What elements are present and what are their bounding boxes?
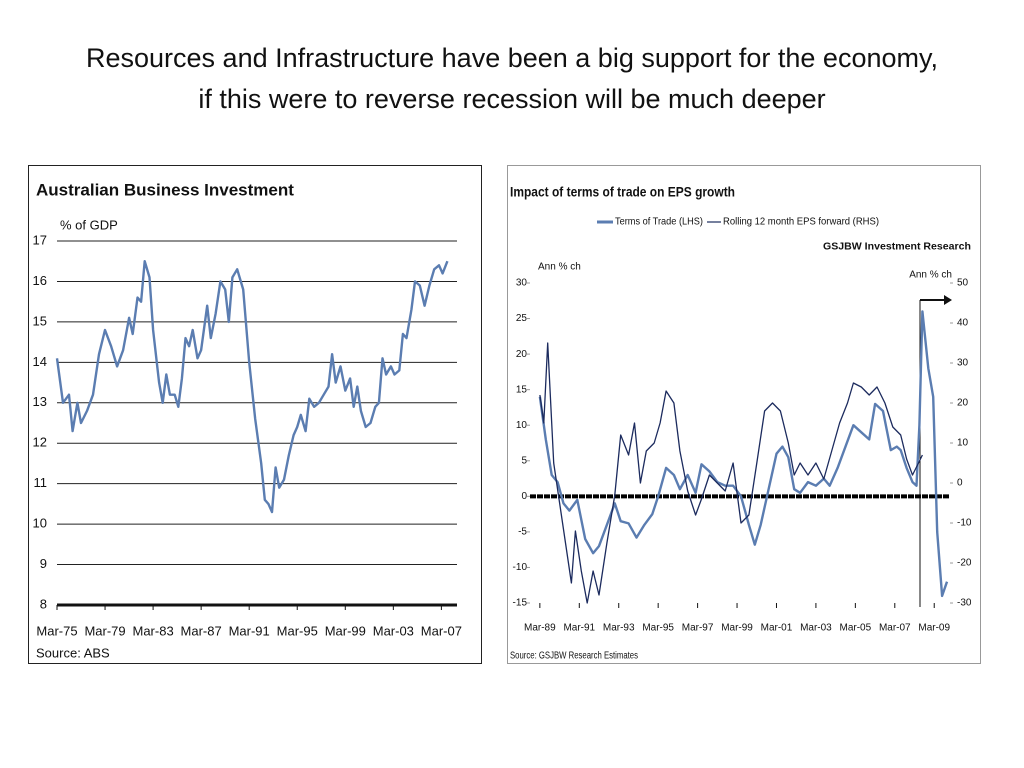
y-tick-label: -15 (513, 598, 528, 609)
x-tick-label: Mar-87 (181, 623, 222, 638)
x-tick-label: Mar-03 (373, 623, 414, 638)
y-tick-label: 17 (33, 232, 47, 247)
y-tick-label: 14 (33, 354, 47, 369)
y-tick-label: 15 (33, 313, 47, 328)
y-tick-label: -5 (518, 527, 527, 538)
legend-label: Terms of Trade (LHS) (615, 217, 703, 228)
y2-tick-label: -10 (957, 518, 972, 529)
x-tick-label: Mar-01 (761, 623, 793, 634)
y-tick-label: 5 (521, 455, 527, 466)
x-tick-label: Mar-91 (563, 623, 595, 634)
x-tick-label: Mar-09 (918, 623, 950, 634)
y-tick-label: 8 (40, 596, 47, 611)
y-tick-label: 10 (516, 420, 528, 431)
x-tick-label: Mar-03 (800, 623, 832, 634)
y2-tick-label: -20 (957, 558, 972, 569)
y-tick-label: 15 (516, 384, 528, 395)
chart-title: Impact of terms of trade on EPS growth (510, 184, 735, 200)
legend-label: Rolling 12 month EPS forward (RHS) (723, 217, 879, 228)
y2-tick-label: -30 (957, 598, 972, 609)
y2-axis-label: Ann % ch (909, 270, 952, 281)
slide-title: Resources and Infrastructure have been a… (86, 43, 938, 114)
y-axis-label: % of GDP (60, 217, 118, 232)
x-tick-label: Mar-79 (84, 623, 125, 638)
x-tick-label: Mar-89 (524, 623, 556, 634)
x-tick-label: Mar-97 (682, 623, 714, 634)
x-tick-label: Mar-07 (879, 623, 911, 634)
y-tick-label: 30 (516, 278, 528, 289)
x-tick-label: Mar-91 (229, 623, 270, 638)
chart-frame (507, 165, 981, 664)
x-tick-label: Mar-95 (642, 623, 674, 634)
y-tick-label: 10 (33, 516, 47, 531)
annotation: GSJBW Investment Research (823, 242, 971, 253)
y-tick-label: 20 (516, 349, 528, 360)
y-tick-label: 9 (40, 556, 47, 571)
y-tick-label: 16 (33, 273, 47, 288)
arrow-head (944, 295, 952, 305)
x-tick-label: Mar-99 (721, 623, 753, 634)
x-tick-label: Mar-07 (421, 623, 462, 638)
y2-tick-label: 0 (957, 478, 963, 489)
y-tick-label: -10 (513, 562, 528, 573)
x-tick-label: Mar-95 (277, 623, 318, 638)
source: Source: GSJBW Research Estimates (510, 651, 638, 662)
x-tick-label: Mar-93 (603, 623, 635, 634)
x-tick-label: Mar-83 (133, 623, 174, 638)
series-line (538, 310, 949, 598)
x-tick-label: Mar-99 (325, 623, 366, 638)
x-tick-label: Mar-05 (840, 623, 872, 634)
y2-tick-label: 40 (957, 318, 969, 329)
y-tick-label: 25 (516, 313, 528, 324)
y-tick-label: 0 (521, 491, 527, 502)
y-tick-label: 11 (34, 475, 48, 490)
x-tick-label: Mar-75 (36, 623, 77, 638)
series-line (55, 260, 449, 514)
y-axis-label: Ann % ch (538, 262, 581, 273)
y-tick-label: 13 (33, 394, 47, 409)
y2-tick-label: 10 (957, 438, 969, 449)
chart-frame (28, 165, 482, 664)
series-line (539, 342, 923, 604)
y2-tick-label: 30 (957, 358, 969, 369)
source: Source: ABS (36, 645, 110, 660)
y-tick-label: 12 (33, 435, 47, 450)
y2-tick-label: 20 (957, 398, 969, 409)
chart-title: Australian Business Investment (36, 180, 294, 199)
y2-tick-label: 50 (957, 278, 969, 289)
